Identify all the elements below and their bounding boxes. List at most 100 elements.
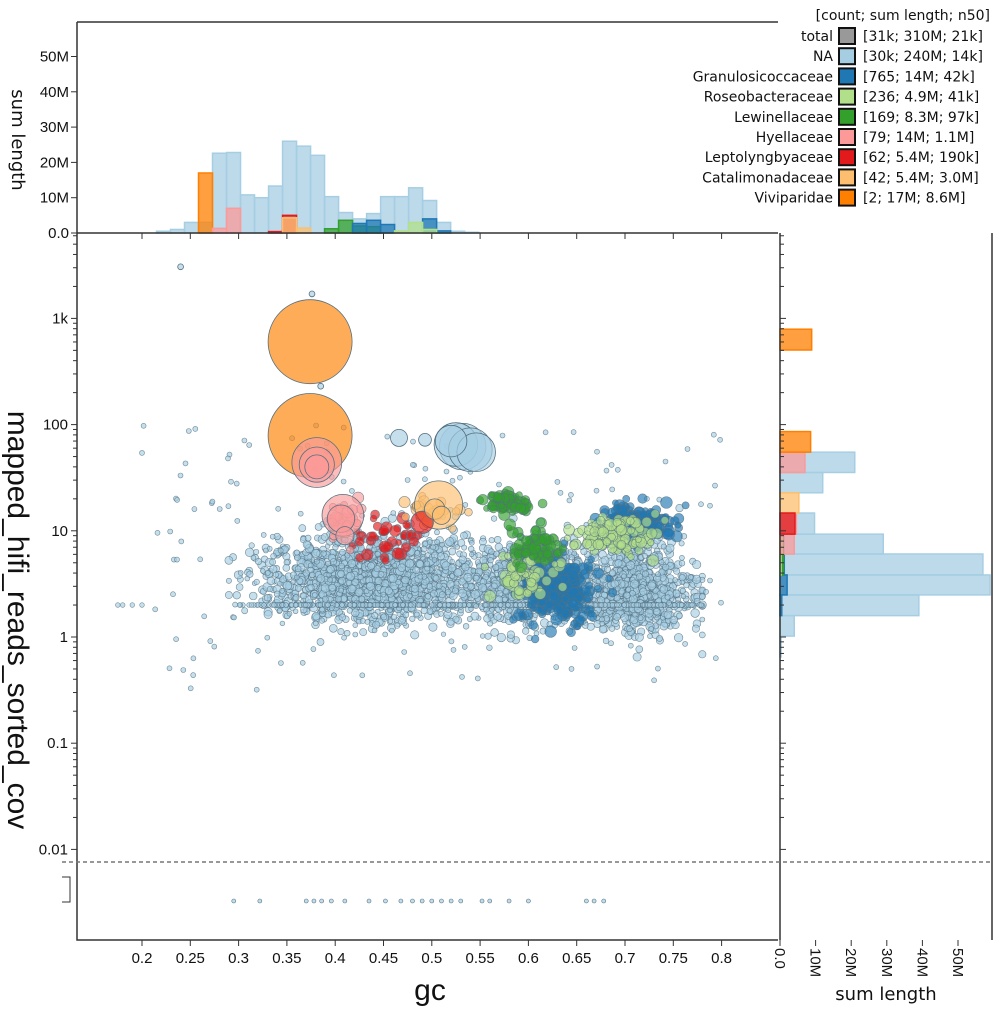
scatter-point — [595, 578, 602, 585]
scatter-point — [294, 584, 303, 592]
scatter-point — [506, 630, 516, 639]
scatter-point — [459, 674, 465, 680]
scatter-point-granulosicoccaceae — [637, 493, 648, 504]
scatter-point-granulosicoccaceae — [674, 521, 682, 529]
scatter-point — [450, 647, 457, 653]
scatter-point — [414, 550, 421, 556]
legend-label: Catalimonadaceae — [702, 170, 833, 186]
scatter-point — [682, 641, 688, 647]
y-tick-label: 0.01 — [39, 841, 68, 858]
histogram-bar-granulosicoccaceae — [779, 574, 788, 596]
scatter-point — [600, 555, 610, 565]
legend-stats: [62; 5.4M; 190k] — [863, 150, 979, 166]
scatter-point — [225, 455, 231, 462]
scatter-point — [249, 591, 258, 601]
scatter-point — [359, 617, 366, 624]
legend-swatch — [838, 168, 856, 187]
histogram-bar-na — [779, 533, 884, 555]
scatter-point-granulosicoccaceae — [538, 598, 547, 607]
scatter-point — [314, 558, 320, 565]
scatter-point — [506, 607, 513, 614]
scatter-point — [629, 590, 636, 597]
histogram-bar-na — [393, 195, 410, 234]
scatter-point — [338, 587, 345, 594]
scatter-point-granulosicoccaceae — [579, 569, 590, 580]
scatter-point — [380, 613, 388, 621]
scatter-point-roseobacteraceae — [660, 516, 669, 525]
scatter-point — [689, 602, 695, 608]
scatter-point — [448, 638, 455, 645]
scatter-point — [182, 460, 189, 467]
histogram-bar-hyellaceae — [779, 451, 806, 474]
scatter-point-granulosicoccaceae — [566, 627, 576, 638]
scatter-point — [266, 576, 276, 586]
scatter-point — [358, 595, 366, 603]
scatter-point-lewinellaceae — [558, 544, 567, 553]
scatter-point — [488, 537, 495, 544]
scatter-point — [712, 655, 719, 662]
x-tick-label: 0.3 — [228, 950, 249, 967]
scatter-point-na — [418, 432, 432, 447]
scatter-point — [484, 632, 492, 640]
scatter-point — [235, 583, 244, 591]
x-tick-label: 0.75 — [659, 950, 688, 967]
scatter-point — [391, 562, 398, 569]
scatter-point — [684, 446, 691, 452]
scatter-point — [449, 558, 455, 565]
scatter-point — [490, 515, 498, 522]
scatter-point-granulosicoccaceae — [567, 597, 579, 609]
histogram-bar-na — [183, 221, 200, 234]
scatter-point-leptolyngbyaceae — [368, 531, 378, 540]
scatter-point — [439, 541, 445, 548]
scatter-point — [648, 626, 655, 632]
scatter-point — [466, 616, 473, 622]
scatter-point — [633, 602, 640, 608]
scatter-point — [167, 528, 173, 535]
scatter-point — [357, 574, 364, 581]
scatter-point-lewinellaceae — [537, 498, 548, 509]
x-tick-label: 0.5 — [421, 950, 442, 967]
scatter-point-roseobacteraceae — [650, 509, 660, 519]
scatter-point-catalimonadaceae — [464, 508, 473, 517]
scatter-point — [354, 587, 364, 597]
scatter-point — [264, 570, 271, 576]
scatter-point-granulosicoccaceae — [561, 595, 569, 603]
scatter-point — [680, 593, 687, 600]
scatter-point — [571, 645, 578, 651]
scatter-point — [410, 630, 420, 640]
scatter-point — [321, 595, 329, 603]
scatter-point — [698, 501, 704, 508]
scatter-point — [496, 632, 506, 643]
scatter-point — [209, 498, 216, 505]
scatter-point-na — [317, 382, 325, 390]
scatter-point — [207, 638, 214, 644]
zero-coverage-point — [429, 898, 435, 904]
scatter-point — [413, 611, 420, 618]
legend-label: Leptolyngbyaceae — [705, 150, 833, 166]
scatter-point — [225, 503, 232, 510]
scatter-point — [340, 478, 347, 485]
scatter-point — [263, 594, 272, 602]
histogram-bar-granulosicoccaceae — [379, 223, 396, 234]
scatter-point — [571, 550, 578, 557]
scatter-point — [387, 607, 393, 614]
scatter-point — [672, 589, 681, 598]
scatter-point — [269, 533, 276, 540]
scatter-point-granulosicoccaceae — [662, 528, 675, 541]
zero-coverage-point — [319, 898, 324, 904]
scatter-point — [422, 476, 428, 483]
scatter-point — [499, 432, 506, 439]
scatter-point — [327, 576, 334, 583]
scatter-point — [479, 556, 488, 565]
scatter-point — [292, 594, 300, 602]
scatter-point — [299, 659, 306, 666]
scatter-point — [120, 602, 126, 608]
scatter-point — [468, 551, 475, 558]
scatter-point — [663, 610, 673, 620]
y-tick-label: 0.1 — [47, 735, 68, 752]
scatter-point — [293, 549, 300, 556]
scatter-point — [364, 619, 371, 625]
scatter-point-lewinellaceae — [530, 533, 539, 542]
scatter-point-granulosicoccaceae — [594, 584, 603, 593]
scatter-point — [152, 606, 158, 613]
